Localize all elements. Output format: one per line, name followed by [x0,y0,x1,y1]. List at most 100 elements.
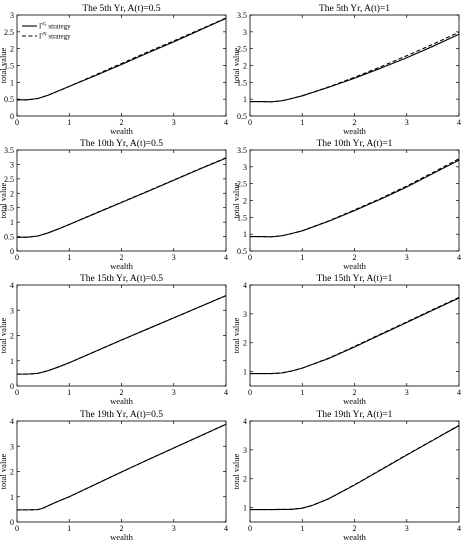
y-tick-label: 1 [243,504,247,513]
subplot-7: The 19th Yr, A(t)=0.5 0 1 2 3 4 0 1 2 3 4 wealth tot… [0,409,228,542]
y-axis-label: total value [231,47,241,83]
subplot-title: The 15th Yr, A(t)=0.5 [80,273,163,284]
gamma-g-strategy-line [250,33,460,103]
y-tick-label: 0 [10,518,14,527]
y-tick-label: 0.5 [4,233,14,242]
x-tick-label: 4 [457,524,461,533]
x-tick-label: 1 [300,118,304,127]
x-tick-label: 4 [224,388,228,397]
y-tick-label: 3 [10,160,14,169]
y-tick-label: 1 [243,95,247,104]
y-tick-label: 2 [10,189,14,198]
gamma-g-strategy-line [17,295,227,375]
x-axis-label: wealth [343,261,366,271]
x-tick-label: 2 [120,118,124,127]
y-tick-label: 1 [10,78,14,87]
x-tick-label: 3 [172,253,176,262]
x-tick-label: 2 [353,253,357,262]
y-tick-label: 2 [10,45,14,54]
x-tick-label: 1 [67,253,71,262]
y-tick-label: 3 [10,442,14,451]
y-tick-label: 1 [243,230,247,239]
x-tick-label: 0 [248,388,252,397]
axes-box [249,284,460,387]
gamma-g-strategy-line [250,159,460,238]
y-tick-label: 3.5 [4,146,14,155]
gamma-n-strategy-line [17,157,227,238]
x-tick-label: 1 [67,388,71,397]
y-axis-label: total value [0,182,8,218]
y-tick-label: 3 [243,163,247,172]
x-tick-label: 2 [120,253,124,262]
x-axis-label: wealth [110,126,133,136]
y-tick-label: 1 [10,218,14,227]
x-tick-label: 3 [405,524,409,533]
subplot-1: The 5th Yr, A(t)=0.5 0 1 2 3 4 0 0.5 1 1.5 2 2.5 3 we… [0,3,228,136]
y-tick-label: 2 [243,475,247,484]
x-axis-label: wealth [343,126,366,136]
y-tick-label: 1 [10,493,14,502]
legend-superscript: G [43,23,47,28]
subplot-5: The 15th Yr, A(t)=0.5 0 1 2 3 4 0 1 2 3 4 wealth tot… [0,273,228,406]
legend-symbol: Γ [39,23,43,31]
subplot-3: The 10th Yr, A(t)=0.5 0 1 2 3 4 0 0.5 1 1.5 2 2.5 3 3… [0,138,228,271]
x-tick-label: 3 [172,524,176,533]
y-tick-label: 3 [243,446,247,455]
x-tick-label: 4 [224,524,228,533]
x-tick-label: 0 [15,118,19,127]
gamma-g-strategy-line [17,157,227,238]
subplot-title: The 19th Yr, A(t)=1 [317,409,393,420]
x-tick-label: 4 [457,388,461,397]
y-tick-label: 2 [243,197,247,206]
legend-superscript: N [43,33,47,38]
legend-symbol: Γ [39,33,43,41]
y-tick-label: 3.5 [237,11,247,20]
y-axis-label: total value [231,453,241,489]
x-tick-label: 4 [224,118,228,127]
x-tick-label: 0 [248,524,252,533]
subplot-title: The 10th Yr, A(t)=1 [317,138,393,149]
gamma-g-strategy-line [250,297,460,375]
gamma-g-strategy-line [17,423,227,511]
subplot-title: The 15th Yr, A(t)=1 [317,273,393,284]
subplot-6: The 15th Yr, A(t)=1 0 1 2 3 4 1 2 3 4 wealth total … [231,273,461,406]
x-tick-label: 2 [120,524,124,533]
y-tick-label: 3.5 [237,146,247,155]
legend-entry-label: ΓN strategy [39,33,71,41]
subplot-title: The 5th Yr, A(t)=1 [319,3,390,14]
y-tick-label: 3 [10,306,14,315]
y-tick-label: 1.5 [4,204,14,213]
x-tick-label: 1 [300,253,304,262]
x-tick-label: 4 [224,253,228,262]
x-tick-label: 3 [172,388,176,397]
y-axis-label: total value [0,317,8,353]
x-tick-label: 1 [67,524,71,533]
axes-box [249,420,460,523]
x-tick-label: 2 [353,118,357,127]
legend-entry-label: ΓG strategy [39,23,71,31]
x-tick-label: 4 [457,253,461,262]
y-tick-label: 4 [243,281,247,290]
x-tick-label: 1 [300,388,304,397]
x-tick-label: 3 [405,388,409,397]
x-tick-label: 2 [353,524,357,533]
subplot-8: The 19th Yr, A(t)=1 0 1 2 3 4 1 2 3 4 wealth total … [231,409,461,542]
y-tick-label: 2 [243,62,247,71]
x-axis-label: wealth [343,396,366,406]
y-axis-label: total value [231,317,241,353]
y-tick-label: 2.5 [4,175,14,184]
gamma-n-strategy-line [250,296,460,375]
y-axis-label: total value [0,453,8,489]
y-tick-label: 1.5 [237,78,247,87]
x-axis-label: wealth [110,532,133,542]
y-tick-label: 1 [243,368,247,377]
x-tick-label: 3 [172,118,176,127]
gamma-n-strategy-line [250,31,460,103]
x-tick-label: 3 [405,118,409,127]
x-tick-label: 0 [248,253,252,262]
y-tick-label: 2.5 [237,45,247,54]
y-tick-label: 0.5 [237,247,247,256]
y-tick-label: 1.5 [237,213,247,222]
legend-text: strategy [47,33,71,41]
